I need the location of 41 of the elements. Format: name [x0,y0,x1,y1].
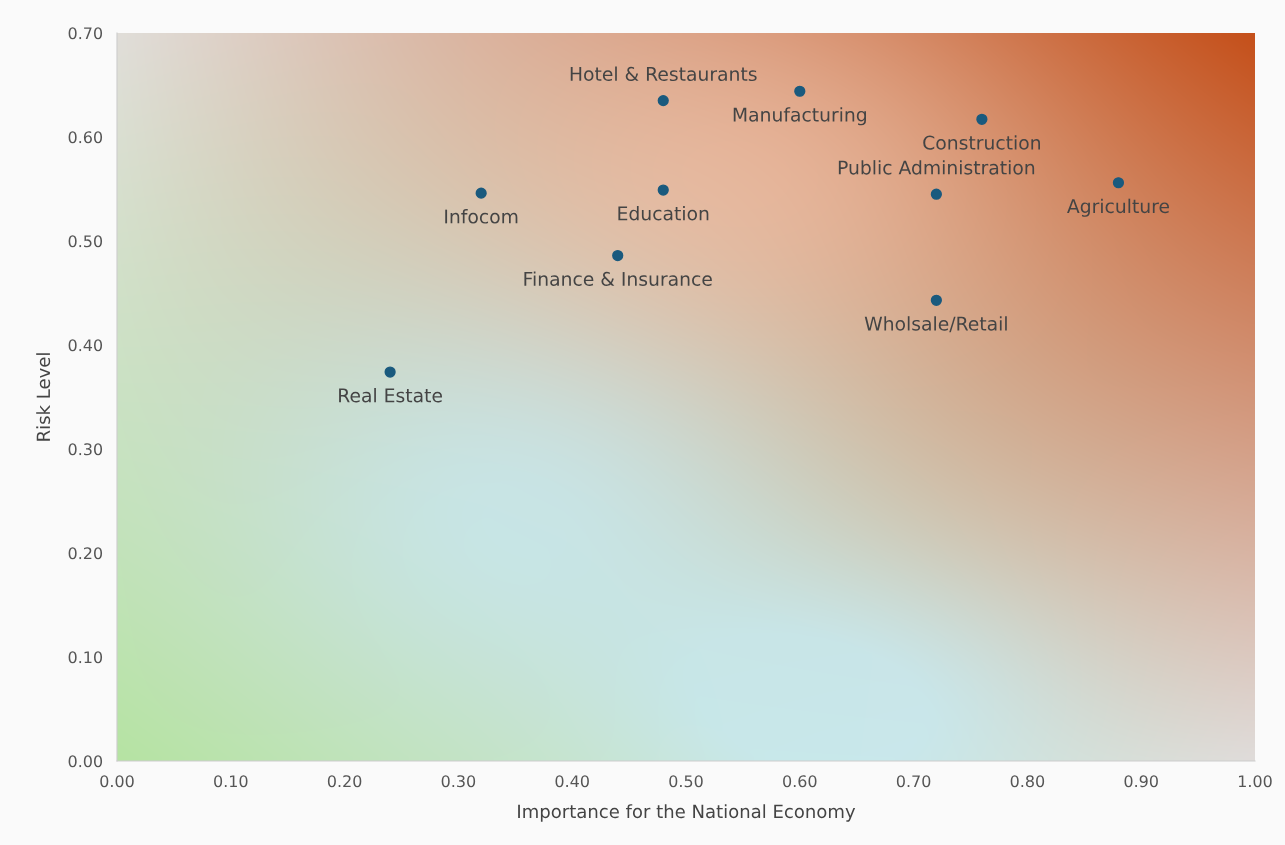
x-axis-title: Importance for the National Economy [518,804,856,822]
x-tick-label: 0.00 [100,775,134,788]
annotation: Wholsale/Retail [864,316,1007,333]
x-tick-label: 0.60 [783,775,817,788]
point [976,113,988,125]
x-tick-label: 0.80 [1010,775,1045,788]
y-tick-label: 0.10 [68,651,103,664]
y-axis-title: Risk Level [36,353,51,441]
y-tick-label: 0.00 [68,755,103,768]
y-tick-label: 0.70 [68,27,103,40]
point [384,366,396,378]
x-tick-label: 0.50 [669,775,703,788]
point [612,249,624,262]
annotation: Construction [923,135,1040,150]
x-tick-label: 0.20 [327,775,362,788]
x-tick-label: 0.40 [555,775,589,788]
point [657,184,669,196]
annotation: Hotel & Restaurants [570,66,757,82]
y-tick-label: 0.20 [68,547,103,560]
x-tick-label: 0.10 [214,775,248,788]
annotation: Real Estate [339,387,442,403]
annotation: Education [618,205,709,221]
y-tick-label: 0.40 [68,339,103,352]
y-tick-label: 0.50 [68,235,103,248]
x-tick-label: 0.90 [1124,775,1158,788]
point [794,85,806,97]
point [657,94,669,107]
x-tick-label: 0.30 [441,775,476,788]
y-tick-label: 0.30 [68,443,103,456]
x-tick-label: 1.00 [1238,775,1272,788]
point [930,188,942,200]
y-tick-label: 0.60 [68,131,103,144]
annotation: Finance & Insurance [524,271,712,286]
annotation: Public Administration [838,160,1035,175]
annotation: Agriculture [1067,198,1169,217]
point [930,294,942,306]
annotation: Manufacturing [733,107,866,126]
point [1112,177,1125,189]
annotation: Infocom [445,209,518,224]
point [475,187,487,199]
x-tick-label: 0.70 [896,775,931,788]
